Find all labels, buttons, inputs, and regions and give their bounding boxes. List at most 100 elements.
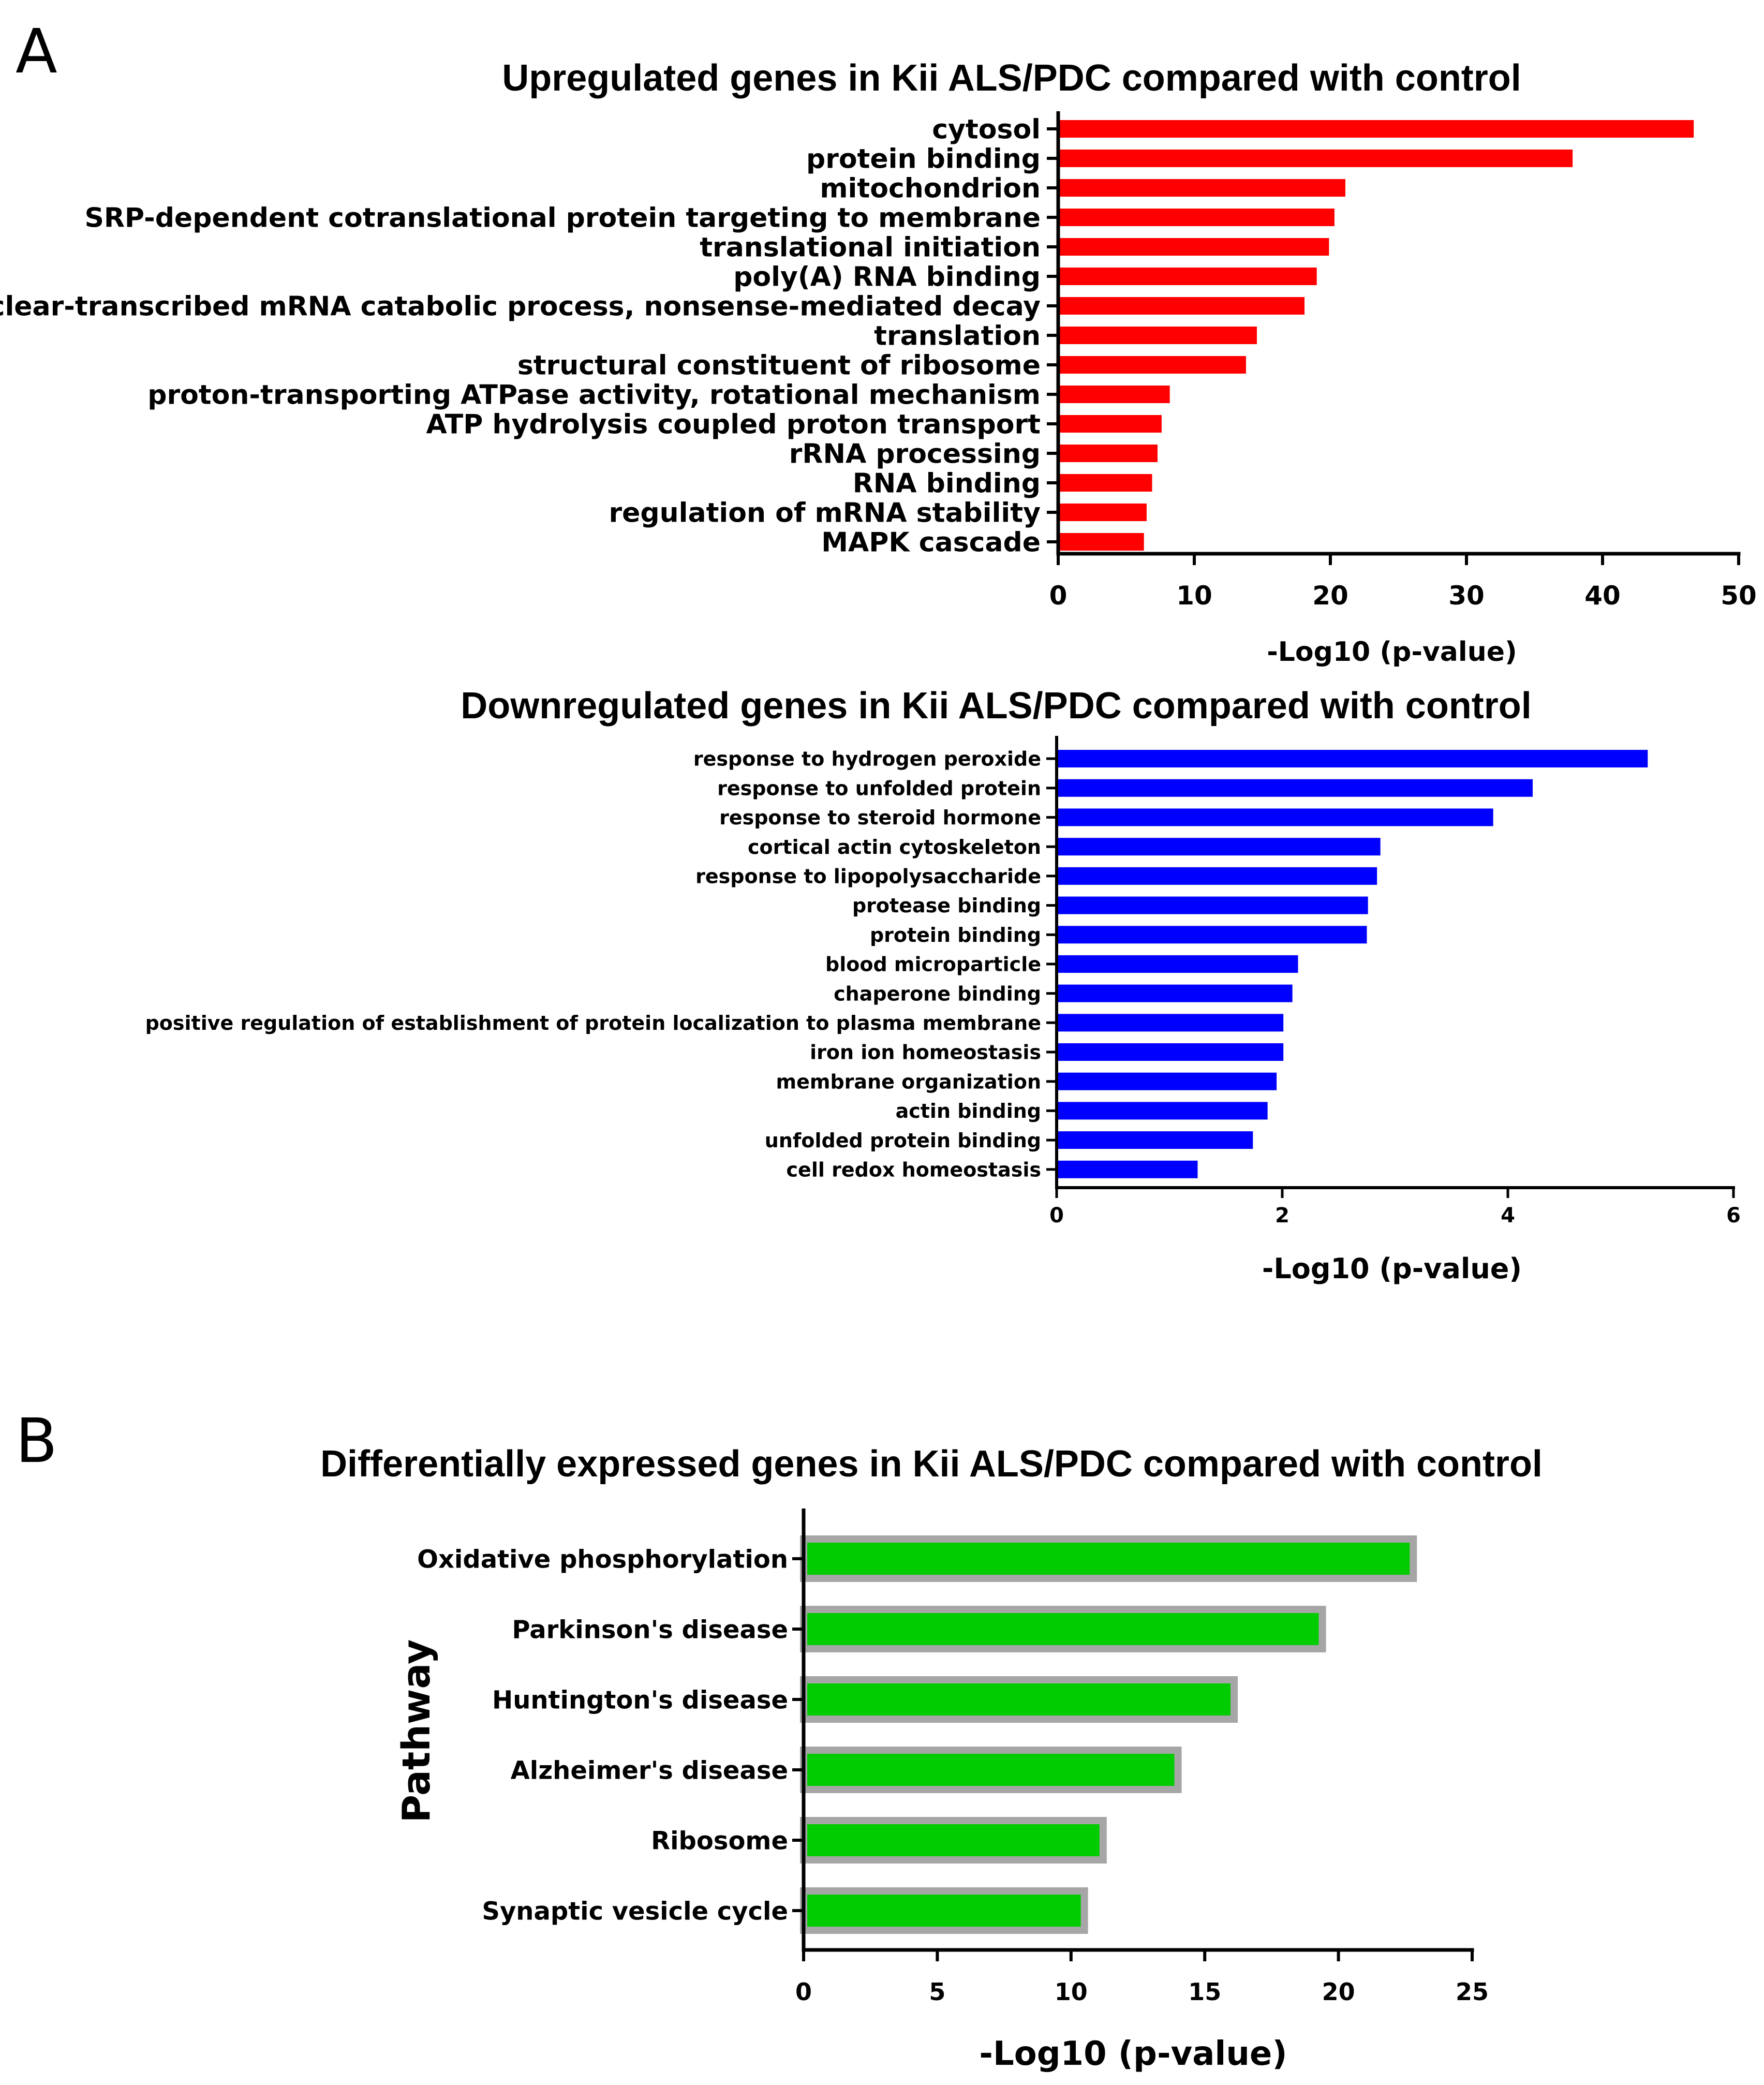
category-label: regulation of mRNA stability xyxy=(609,498,1041,529)
category-label: Oxidative phosphorylation xyxy=(417,1545,788,1574)
category-label: translation xyxy=(874,321,1041,352)
category-label: response to hydrogen peroxide xyxy=(693,748,1041,771)
bar xyxy=(1058,533,1144,551)
x-tick-label: 25 xyxy=(1456,1978,1489,2006)
category-label: protein binding xyxy=(806,144,1041,175)
category-label: chaperone binding xyxy=(834,982,1041,1005)
bar xyxy=(1058,474,1152,492)
bar xyxy=(1058,238,1329,256)
category-label: translational initiation xyxy=(700,232,1041,263)
bar xyxy=(1057,984,1293,1002)
category-label: structural constituent of ribosome xyxy=(517,350,1041,381)
x-tick-label: 4 xyxy=(1501,1204,1515,1228)
bar xyxy=(1057,1043,1284,1061)
x-tick-label: 2 xyxy=(1275,1204,1289,1228)
bar xyxy=(1057,750,1648,767)
category-label: proton-transporting ATPase activity, rot… xyxy=(147,380,1041,411)
category-label: cortical actin cytoskeleton xyxy=(748,836,1041,859)
downregulated-chart: Downregulated genes in Kii ALS/PDC compa… xyxy=(145,685,1741,1285)
category-label: nuclear-transcribed mRNA catabolic proce… xyxy=(0,291,1041,322)
bar xyxy=(1057,808,1493,826)
category-label: response to steroid hormone xyxy=(719,806,1041,829)
chart-title: Upregulated genes in Kii ALS/PDC compare… xyxy=(502,57,1521,99)
bar xyxy=(1057,867,1377,885)
x-tick-label: 0 xyxy=(795,1978,812,2006)
bar xyxy=(800,1606,1326,1652)
upregulated-chart: Upregulated genes in Kii ALS/PDC compare… xyxy=(0,57,1757,668)
x-tick-label: 50 xyxy=(1721,581,1757,611)
bar xyxy=(1057,955,1298,973)
x-tick-label: 0 xyxy=(1049,581,1068,611)
bar xyxy=(1058,179,1345,197)
bar xyxy=(1058,504,1147,521)
bar xyxy=(800,1747,1182,1793)
category-label: Huntington's disease xyxy=(492,1685,788,1714)
bar xyxy=(1057,926,1367,944)
bar xyxy=(1058,297,1305,315)
panel-letter-b: B xyxy=(16,1405,57,1476)
category-label: response to unfolded protein xyxy=(717,777,1041,800)
bar xyxy=(1058,327,1257,344)
category-label: MAPK cascade xyxy=(821,527,1041,558)
category-label: Ribosome xyxy=(651,1826,788,1855)
bar xyxy=(1058,150,1573,167)
x-axis-title: -Log10 (p-value) xyxy=(1262,1252,1522,1285)
category-label: protease binding xyxy=(852,894,1041,917)
category-label: cytosol xyxy=(932,114,1041,145)
category-label: response to lipopolysaccharide xyxy=(695,865,1041,888)
category-label: protein binding xyxy=(870,924,1041,947)
category-label: cell redox homeostasis xyxy=(787,1158,1041,1181)
bar xyxy=(1057,1014,1284,1032)
panel-letter-a: A xyxy=(16,16,57,87)
category-label: ATP hydrolysis coupled proton transport xyxy=(426,409,1041,440)
bar xyxy=(1057,1072,1277,1090)
bar xyxy=(1057,1102,1268,1120)
bar xyxy=(1057,1160,1198,1178)
category-label: unfolded protein binding xyxy=(765,1129,1041,1152)
x-tick-label: 20 xyxy=(1312,581,1348,611)
category-label: RNA binding xyxy=(853,468,1041,499)
category-label: actin binding xyxy=(896,1100,1041,1122)
bar xyxy=(800,1535,1417,1582)
category-label: Synaptic vesicle cycle xyxy=(482,1897,788,1926)
x-tick-label: 10 xyxy=(1176,581,1212,611)
x-tick-label: 0 xyxy=(1049,1204,1064,1228)
bar xyxy=(800,1887,1088,1934)
x-tick-label: 15 xyxy=(1188,1978,1221,2006)
category-label: poly(A) RNA binding xyxy=(733,262,1041,293)
bar xyxy=(1058,268,1317,285)
bar xyxy=(1057,838,1381,856)
category-label: membrane organization xyxy=(776,1070,1041,1093)
bar xyxy=(1057,779,1533,797)
category-label: blood microparticle xyxy=(825,953,1041,976)
chart-title: Downregulated genes in Kii ALS/PDC compa… xyxy=(461,685,1532,727)
category-label: Parkinson's disease xyxy=(512,1615,788,1644)
bar xyxy=(1057,896,1368,914)
pathway-chart: Differentially expressed genes in Kii AL… xyxy=(320,1443,1543,2073)
bar xyxy=(1057,1131,1253,1149)
bar xyxy=(1058,120,1694,138)
x-axis-title: -Log10 (p-value) xyxy=(979,2035,1287,2073)
x-tick-label: 5 xyxy=(929,1978,945,2006)
category-label: mitochondrion xyxy=(820,173,1041,204)
bar xyxy=(1058,356,1246,374)
x-tick-label: 40 xyxy=(1584,581,1621,611)
x-tick-label: 30 xyxy=(1448,581,1485,611)
x-tick-label: 10 xyxy=(1055,1978,1088,2006)
bar xyxy=(1058,386,1170,403)
category-label: rRNA processing xyxy=(789,439,1041,470)
x-tick-label: 20 xyxy=(1322,1978,1355,2006)
bar xyxy=(1058,415,1162,433)
x-axis-title: -Log10 (p-value) xyxy=(1267,637,1517,668)
x-tick-label: 6 xyxy=(1726,1204,1741,1228)
category-label: Alzheimer's disease xyxy=(511,1756,788,1785)
y-axis-title: Pathway xyxy=(394,1639,439,1823)
bar xyxy=(800,1817,1107,1864)
category-label: iron ion homeostasis xyxy=(810,1041,1041,1064)
bar xyxy=(800,1676,1238,1723)
category-label: SRP-dependent cotranslational protein ta… xyxy=(84,203,1041,234)
chart-title: Differentially expressed genes in Kii AL… xyxy=(320,1443,1543,1485)
bar xyxy=(1058,445,1158,462)
category-label: positive regulation of establishment of … xyxy=(145,1012,1041,1034)
